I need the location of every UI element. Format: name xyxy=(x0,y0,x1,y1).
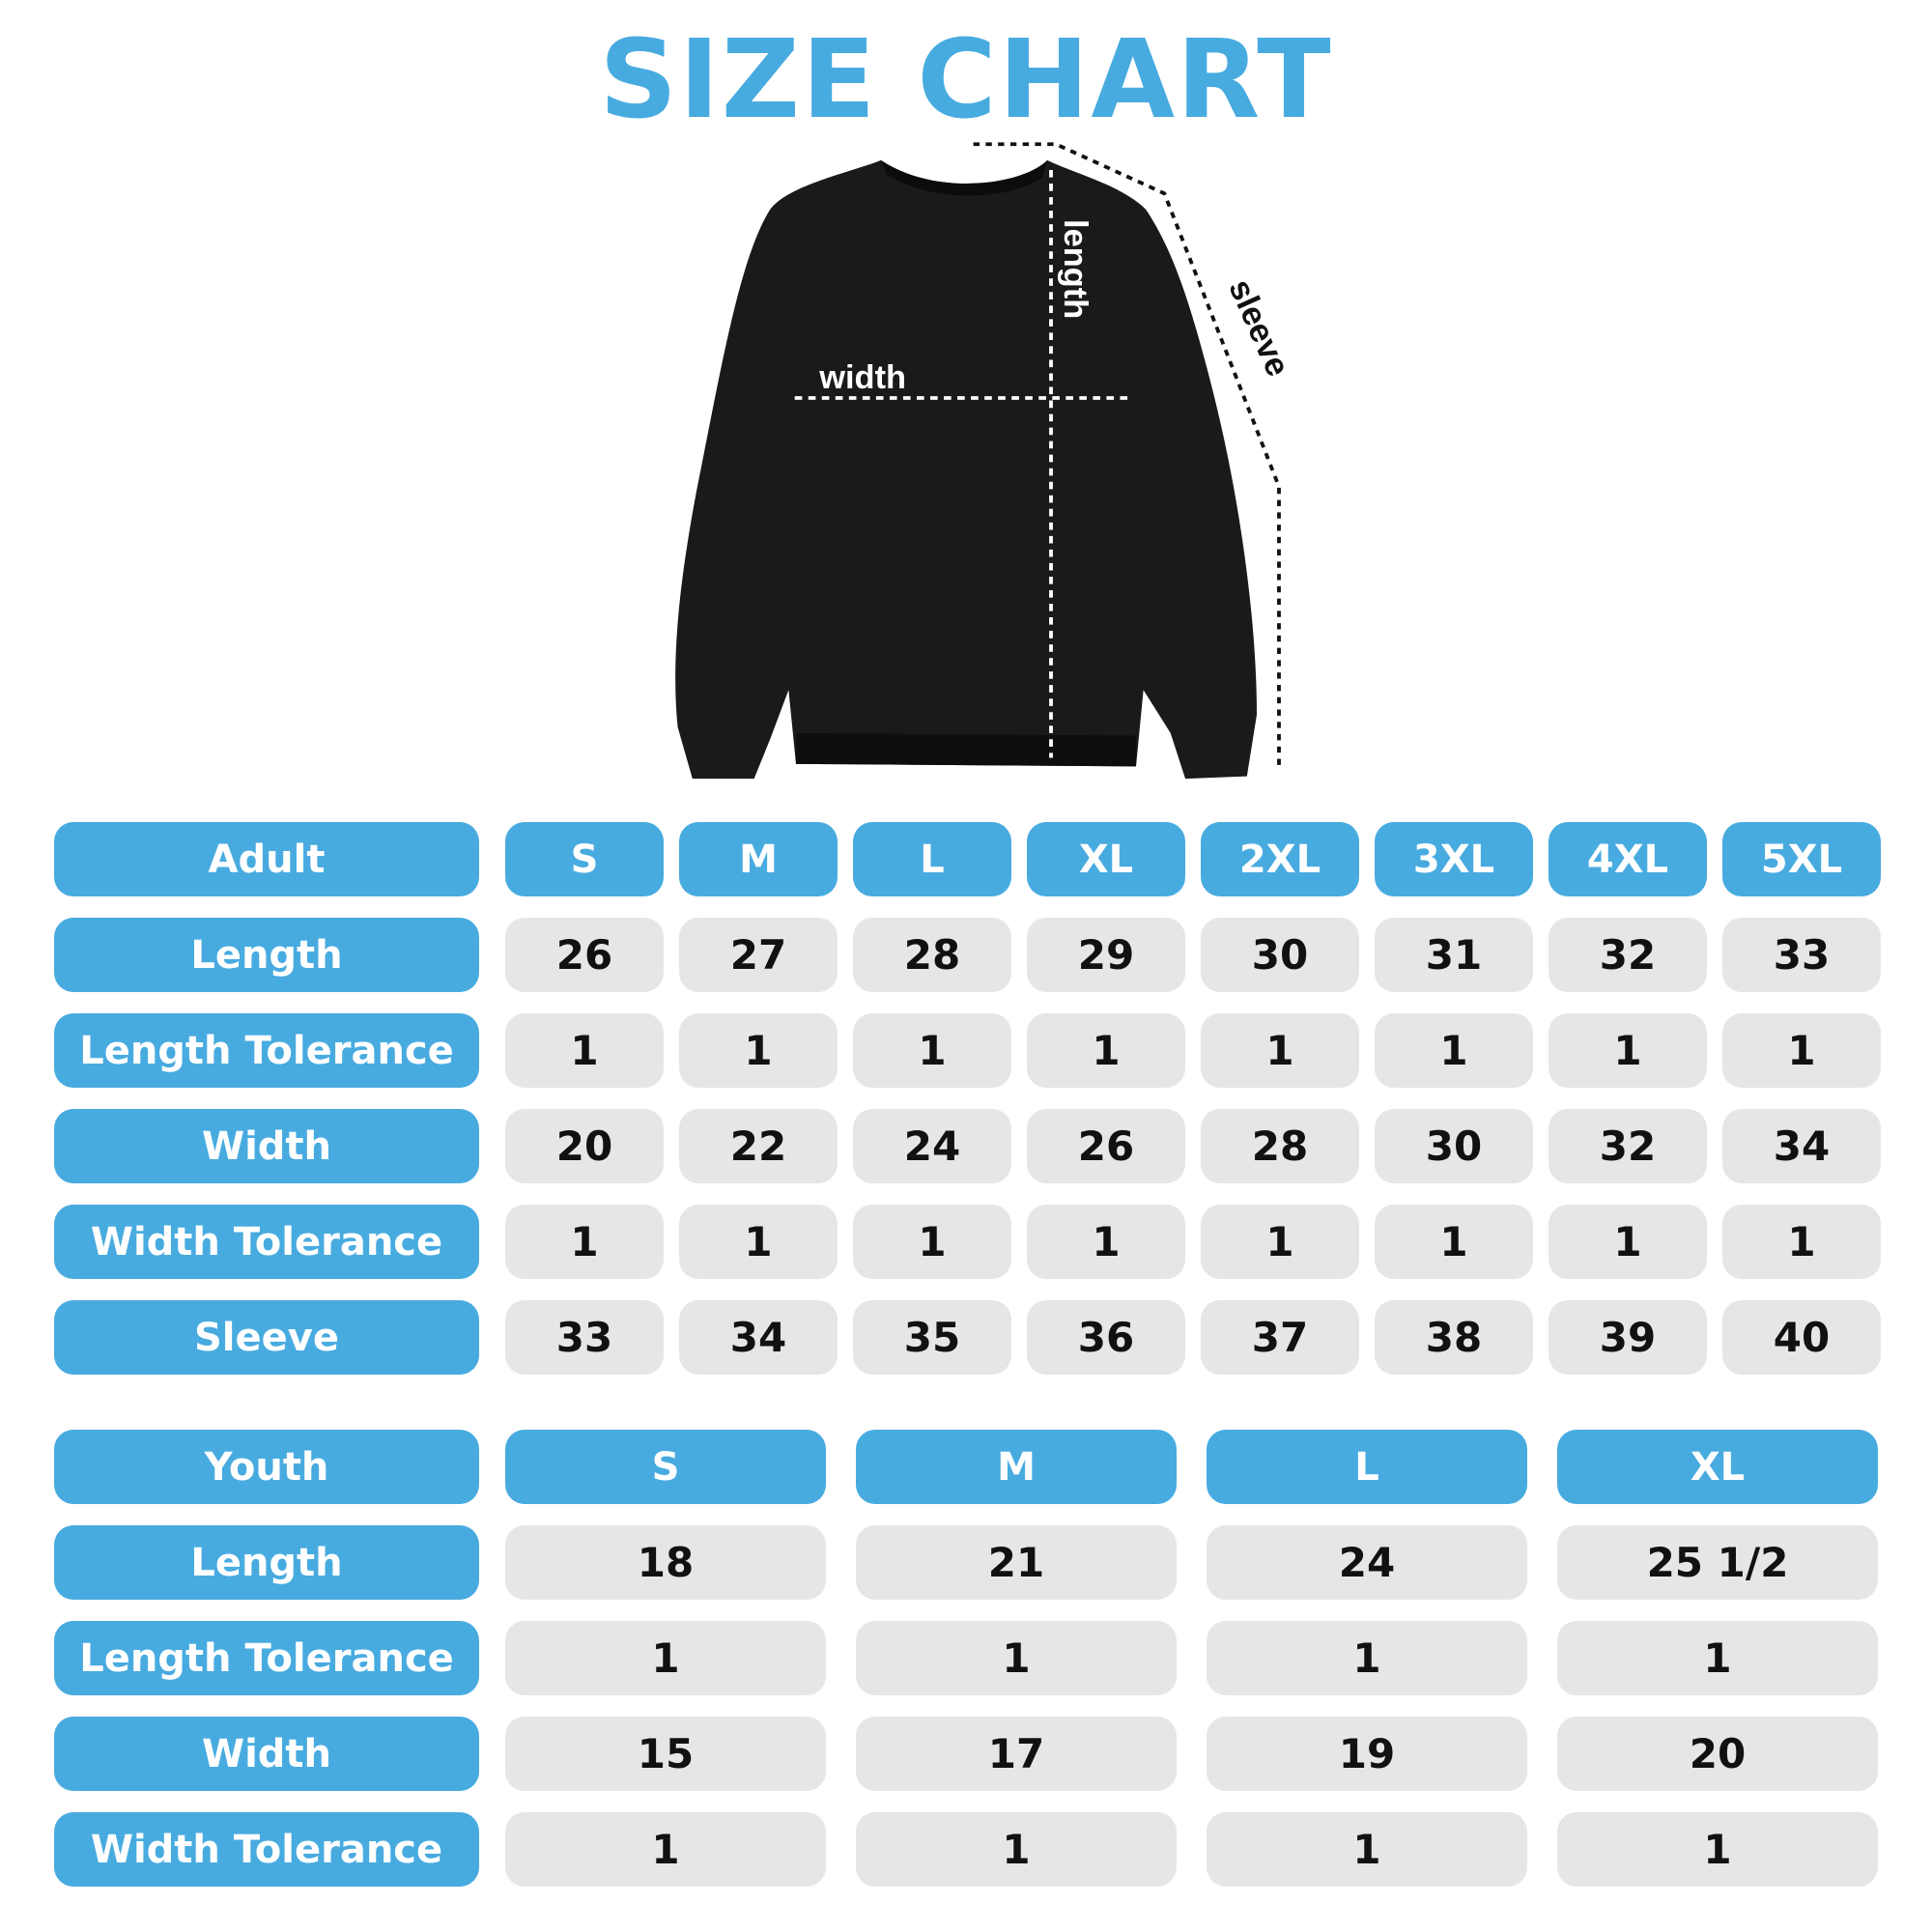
adult-value-cell: 30 xyxy=(1375,1109,1533,1183)
adult-value-cell: 26 xyxy=(505,918,664,992)
adult-value-cell: 40 xyxy=(1722,1300,1881,1375)
youth-row-label-length: Length xyxy=(54,1525,479,1600)
youth-value-cell: 17 xyxy=(856,1717,1177,1791)
adult-value-cell: 1 xyxy=(1722,1013,1881,1088)
adult-size-l: L xyxy=(853,822,1011,896)
adult-value-cell: 28 xyxy=(1201,1109,1359,1183)
adult-size-m: M xyxy=(679,822,838,896)
adult-value-cell: 34 xyxy=(679,1300,838,1375)
adult-value-cell: 37 xyxy=(1201,1300,1359,1375)
adult-size-3xl: 3XL xyxy=(1375,822,1533,896)
youth-value-cell: 15 xyxy=(505,1717,826,1791)
adult-value-cell: 32 xyxy=(1548,918,1707,992)
adult-size-2xl: 2XL xyxy=(1201,822,1359,896)
adult-value-cell: 29 xyxy=(1027,918,1185,992)
adult-value-cell: 22 xyxy=(679,1109,838,1183)
youth-size-l: L xyxy=(1207,1430,1527,1504)
adult-value-cell: 31 xyxy=(1375,918,1533,992)
adult-value-cell: 1 xyxy=(505,1013,664,1088)
adult-value-cell: 24 xyxy=(853,1109,1011,1183)
sleeve-label: sleeve xyxy=(1221,274,1296,383)
youth-value-cell: 18 xyxy=(505,1525,826,1600)
adult-value-cell: 28 xyxy=(853,918,1011,992)
adult-value-cell: 1 xyxy=(505,1205,664,1279)
adult-value-cell: 26 xyxy=(1027,1109,1185,1183)
youth-size-xl: XL xyxy=(1557,1430,1878,1504)
adult-size-s: S xyxy=(505,822,664,896)
adult-value-cell: 1 xyxy=(1201,1013,1359,1088)
adult-value-cell: 1 xyxy=(679,1205,838,1279)
adult-value-cell: 30 xyxy=(1201,918,1359,992)
adult-row-label-width: Width xyxy=(54,1109,479,1183)
youth-value-cell: 21 xyxy=(856,1525,1177,1600)
sweater-body xyxy=(675,159,1258,780)
youth-value-cell: 1 xyxy=(1557,1621,1878,1695)
adult-value-cell: 1 xyxy=(1548,1013,1707,1088)
adult-value-cell: 27 xyxy=(679,918,838,992)
length-label: length xyxy=(1057,219,1094,319)
adult-value-cell: 33 xyxy=(1722,918,1881,992)
youth-row-label-width: Width xyxy=(54,1717,479,1791)
adult-value-cell: 32 xyxy=(1548,1109,1707,1183)
youth-row-label-width-tolerance: Width Tolerance xyxy=(54,1812,479,1887)
sleeve-measure-line xyxy=(973,142,1281,771)
page-title: SIZE CHART xyxy=(599,17,1333,143)
adult-value-cell: 1 xyxy=(1722,1205,1881,1279)
sweater-collar xyxy=(880,159,1048,196)
youth-row-label-length-tolerance: Length Tolerance xyxy=(54,1621,479,1695)
adult-header-label: Adult xyxy=(54,822,479,896)
adult-value-cell: 39 xyxy=(1548,1300,1707,1375)
youth-value-cell: 1 xyxy=(505,1621,826,1695)
adult-value-cell: 38 xyxy=(1375,1300,1533,1375)
adult-value-cell: 1 xyxy=(1027,1013,1185,1088)
youth-value-cell: 25 1/2 xyxy=(1557,1525,1878,1600)
adult-value-cell: 1 xyxy=(853,1013,1011,1088)
adult-value-cell: 1 xyxy=(1375,1205,1533,1279)
adult-value-cell: 1 xyxy=(1548,1205,1707,1279)
adult-value-cell: 34 xyxy=(1722,1109,1881,1183)
youth-header-label: Youth xyxy=(54,1430,479,1504)
youth-value-cell: 1 xyxy=(856,1621,1177,1695)
adult-value-cell: 1 xyxy=(1201,1205,1359,1279)
youth-value-cell: 1 xyxy=(1557,1812,1878,1887)
adult-value-cell: 1 xyxy=(853,1205,1011,1279)
adult-value-cell: 36 xyxy=(1027,1300,1185,1375)
adult-value-cell: 33 xyxy=(505,1300,664,1375)
adult-size-5xl: 5XL xyxy=(1722,822,1881,896)
adult-value-cell: 1 xyxy=(1375,1013,1533,1088)
youth-size-s: S xyxy=(505,1430,826,1504)
adult-value-cell: 1 xyxy=(679,1013,838,1088)
adult-value-cell: 35 xyxy=(853,1300,1011,1375)
youth-value-cell: 20 xyxy=(1557,1717,1878,1791)
adult-value-cell: 20 xyxy=(505,1109,664,1183)
adult-size-xl: XL xyxy=(1027,822,1185,896)
adult-value-cell: 1 xyxy=(1027,1205,1185,1279)
adult-size-4xl: 4XL xyxy=(1548,822,1707,896)
adult-row-label-length-tolerance: Length Tolerance xyxy=(54,1013,479,1088)
width-label: width xyxy=(818,359,906,396)
adult-row-label-width-tolerance: Width Tolerance xyxy=(54,1205,479,1279)
sweater-hem xyxy=(795,732,1137,767)
youth-size-m: M xyxy=(856,1430,1177,1504)
youth-value-cell: 1 xyxy=(505,1812,826,1887)
youth-value-cell: 1 xyxy=(1207,1621,1527,1695)
youth-value-cell: 1 xyxy=(1207,1812,1527,1887)
youth-value-cell: 19 xyxy=(1207,1717,1527,1791)
youth-value-cell: 1 xyxy=(856,1812,1177,1887)
adult-row-label-length: Length xyxy=(54,918,479,992)
youth-value-cell: 24 xyxy=(1207,1525,1527,1600)
adult-row-label-sleeve: Sleeve xyxy=(54,1300,479,1375)
